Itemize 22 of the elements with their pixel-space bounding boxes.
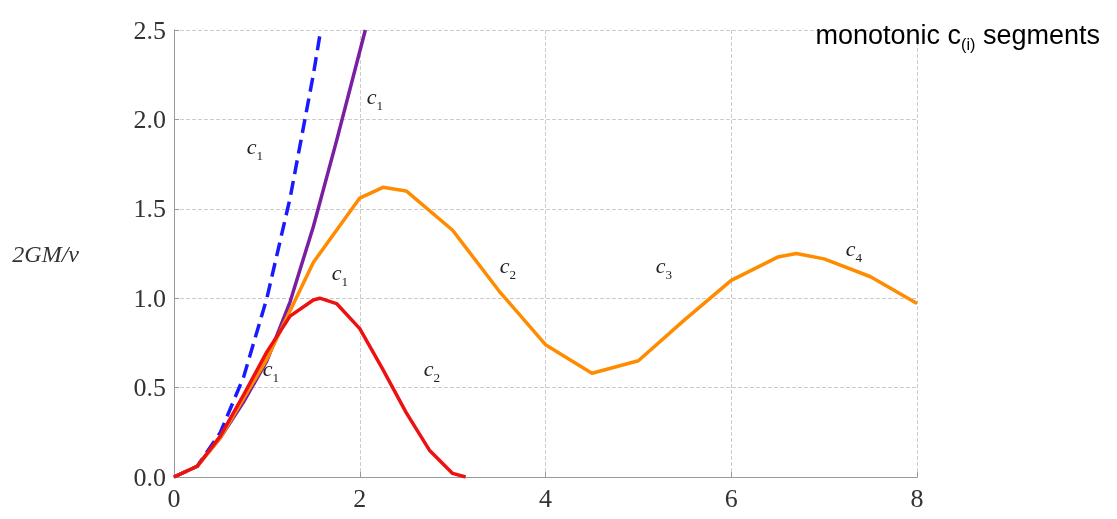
y-tick-label: 1.5 xyxy=(133,194,166,224)
annotation: c$_{2}$ xyxy=(423,356,441,386)
annotation: c$_{1}$ xyxy=(246,134,264,164)
annotation: c$_{1}$ xyxy=(366,84,384,114)
x-tick-label: 2 xyxy=(353,483,367,513)
x-tick-label: 0 xyxy=(167,483,181,513)
annotation: c$_{1}$ xyxy=(331,260,349,290)
y-tick-label: 0.5 xyxy=(133,373,166,403)
annotation: c$_{4}$ xyxy=(845,236,863,266)
x-tick-label: 6 xyxy=(724,483,738,513)
x-tick-label: 8 xyxy=(910,483,924,513)
annotation: c$_{3}$ xyxy=(655,253,673,283)
x-tick-label: 4 xyxy=(539,483,552,513)
y-tick-label: 1.0 xyxy=(133,283,166,313)
y-tick-label: 2.0 xyxy=(133,104,166,134)
annotation: c$_{1}$ xyxy=(262,356,280,386)
annotation: c$_{2}$ xyxy=(499,253,517,283)
annotation: monotonic c$_{(i)}$ segments xyxy=(815,20,1100,55)
y-tick-label: 0.0 xyxy=(133,462,166,492)
line-series xyxy=(172,296,468,479)
y-axis-title: 2GM/v xyxy=(12,240,80,267)
y-tick-label: 2.5 xyxy=(133,15,166,45)
